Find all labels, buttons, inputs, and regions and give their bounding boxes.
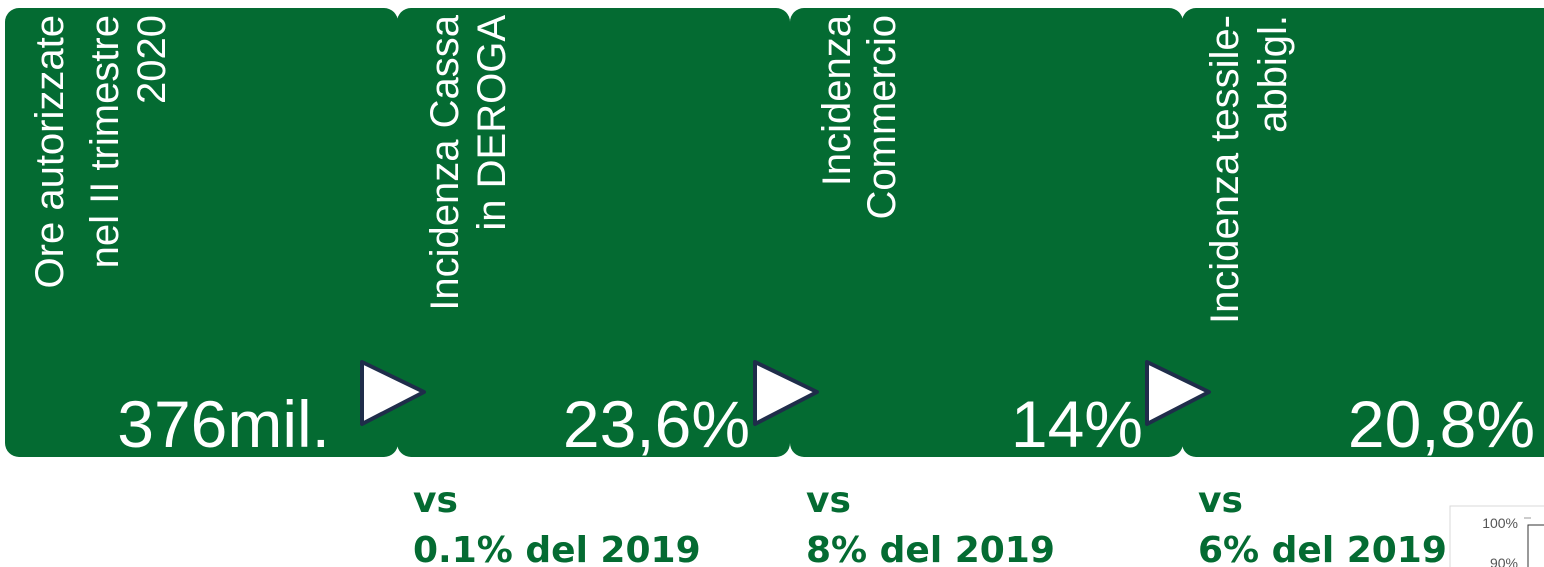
card-label: Incidenza xyxy=(815,14,859,186)
comparison-text: 8% del 2019 xyxy=(806,530,1055,567)
card: Incidenza tessile-abbigl. 20,8% vs 6% del 2… xyxy=(1182,8,1544,567)
card-box xyxy=(397,8,790,457)
card-box xyxy=(1182,8,1544,457)
card-label: Incidenza Cassa xyxy=(423,14,467,310)
comparison-text: 0.1% del 2019 xyxy=(413,530,701,567)
fragment-tick-label: 90% xyxy=(1490,555,1518,567)
card-label: Ore autorizzate xyxy=(28,15,72,288)
card-label: 2020 xyxy=(130,15,174,104)
card-value: 376mil. xyxy=(117,387,330,461)
fragment-tick-label: 100% xyxy=(1482,515,1518,531)
arrow xyxy=(753,360,819,426)
card-label: abbigl. xyxy=(1251,15,1295,133)
arrow xyxy=(360,360,426,426)
comparison-prefix: vs xyxy=(1198,480,1243,521)
comparison-prefix: vs xyxy=(806,480,851,521)
chart-fragment: 100% 90% xyxy=(1449,505,1544,567)
card-value: 23,6% xyxy=(563,387,750,461)
card-box xyxy=(5,8,398,457)
card-value: 20,8% xyxy=(1348,387,1535,461)
comparison-prefix: vs xyxy=(413,480,458,521)
card-label: Incidenza tessile- xyxy=(1203,15,1247,324)
card: Incidenza Cassa in DEROGA 23,6% vs 0.1% del … xyxy=(397,8,790,567)
card: Ore autorizzate nel II trimestre 2020 376mi… xyxy=(5,8,398,461)
card-label: Commercio xyxy=(860,15,904,219)
fragment-bar xyxy=(1527,524,1544,567)
card-value: 14% xyxy=(1011,387,1143,461)
arrows xyxy=(360,360,1211,426)
card: Incidenza Commercio 14% vs 8% del 2019 xyxy=(790,8,1183,567)
card-box xyxy=(790,8,1183,457)
cards: Ore autorizzate nel II trimestre 2020 376mi… xyxy=(5,8,1544,567)
comparison-text: 6% del 2019 xyxy=(1198,530,1447,567)
card-label: nel II trimestre xyxy=(83,15,127,268)
card-label: in DEROGA xyxy=(470,15,514,231)
arrow xyxy=(1145,360,1211,426)
